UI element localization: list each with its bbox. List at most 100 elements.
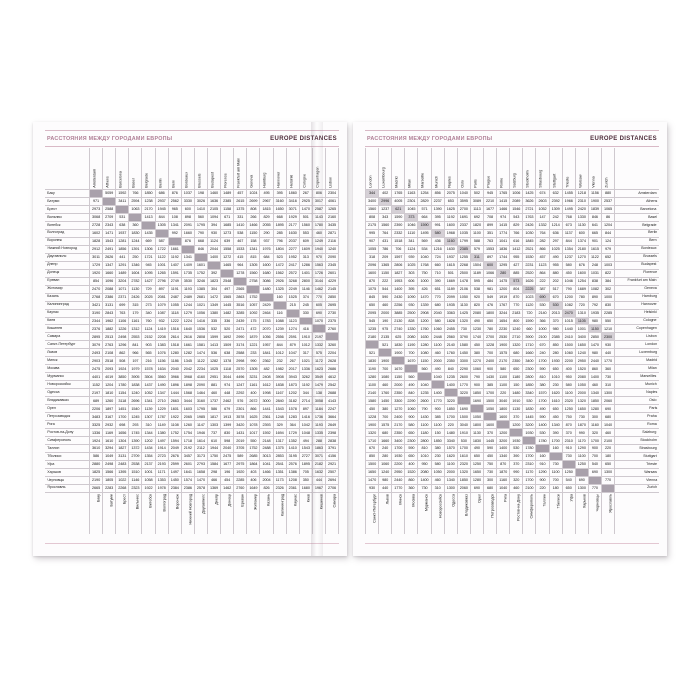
- distance-cell: 2300: [600, 333, 616, 341]
- distance-cell: 1400: [496, 445, 509, 452]
- distance-cell: 160: [548, 445, 562, 452]
- distance-cell: 2065: [180, 413, 194, 421]
- distance-cell: 1070: [311, 317, 325, 325]
- distance-cell: 2049: [167, 445, 181, 452]
- distance-cell: 1080: [378, 373, 391, 381]
- distance-cell: 1445: [220, 301, 233, 309]
- distance-cell: 3516: [233, 301, 246, 309]
- distance-cell: 1929: [285, 213, 299, 221]
- column-header-10: Rome: [496, 148, 509, 189]
- distance-cell: 2000: [430, 357, 444, 365]
- row-label: London: [644, 342, 657, 346]
- distance-cell: 1922: [141, 484, 154, 492]
- distance-cell: 1700: [115, 413, 128, 421]
- distance-cell: 2197: [89, 389, 102, 397]
- distance-cell: 2175: [365, 221, 378, 229]
- column-header-label: Lisbon: [328, 177, 333, 188]
- distance-cell: 2145: [324, 285, 340, 293]
- column-header-10: Florence: [220, 148, 233, 189]
- distance-cell: 1400: [587, 373, 601, 381]
- row-cells: 545 190 2130 828 1200 580 1828 1320 490 650 1654 80…: [365, 317, 616, 325]
- distance-cell: 2004: [259, 476, 272, 484]
- distance-cell: 899: [482, 221, 496, 229]
- distance-cell: 2699: [246, 197, 259, 205]
- distance-cell: 700: [404, 349, 417, 357]
- distance-cell: 730: [561, 452, 575, 460]
- distance-cell: 1060: [404, 405, 417, 413]
- distance-cell: 625: [391, 333, 404, 341]
- table-row: 521 1830 1190 1280 1100 2140 1580 450 1228 1900 13…: [365, 341, 659, 350]
- distance-cell: 2840: [272, 397, 286, 405]
- distance-cell: 2572: [285, 269, 299, 277]
- distance-cell: 2488: [259, 445, 272, 452]
- table-row: 344 402 1765 1163 1254 856 2075 1040 502 945 1765 1…: [365, 189, 659, 198]
- distance-cell: 573: [509, 277, 523, 285]
- distance-cell: 1957: [259, 341, 272, 349]
- distance-cell: 1150: [391, 373, 404, 381]
- footer-label-text: Одесса: [451, 494, 456, 507]
- distance-cell: 2649: [324, 421, 340, 429]
- distance-cell: 1722: [154, 245, 168, 253]
- distance-cell: 1190: [404, 341, 417, 349]
- distance-cell: 3160: [193, 397, 207, 405]
- distance-cell: 532: [206, 325, 220, 333]
- distance-cell: 1609: [298, 245, 312, 253]
- row-cells: 1825 1566 1395 1510 1001 1171 1497 1641 1658 298 1…: [89, 468, 340, 476]
- distance-cell: 2040: [430, 309, 444, 317]
- distance-cell: 1610: [456, 452, 470, 460]
- distance-cell: 150: [509, 381, 522, 389]
- distance-cell: 1052: [535, 205, 548, 213]
- distance-cell: 266: [246, 213, 259, 221]
- row-cells: 850 280 1930 650 1010 230 1620 1610 650 450 1340 39…: [365, 452, 616, 460]
- distance-cell: 1025: [404, 261, 417, 269]
- distance-cell: 2371: [115, 293, 128, 301]
- column-header-5: Munich: [430, 148, 444, 189]
- distance-cell: 538: [233, 229, 246, 237]
- distance-cell: 830: [600, 301, 616, 309]
- distance-cell: 2686: [324, 365, 340, 373]
- distance-cell: 2089: [509, 197, 522, 205]
- distance-cell: 2247: [324, 405, 340, 413]
- distance-cell: 530: [548, 301, 562, 309]
- distance-cell: 1347: [102, 261, 115, 269]
- distance-cell: 4160: [193, 373, 207, 381]
- table-row: 930 440 1770 360 730 310 1300 2060 690 680 1040 460…: [365, 484, 659, 493]
- distance-cell: 1216: [430, 245, 444, 253]
- distance-cell: 1412: [509, 245, 522, 253]
- footer-label-text: Львов: [385, 494, 390, 505]
- distance-cell: 273: [141, 301, 154, 309]
- distance-cell: 1870: [574, 421, 588, 429]
- footer-label-18: Самара: [324, 493, 340, 534]
- distance-cell: 590: [535, 365, 548, 373]
- distance-cell: 380: [378, 405, 391, 413]
- distance-cell: 598: [220, 437, 233, 444]
- distance-cell: 329: [272, 421, 286, 429]
- row-cells: 2140 1760 2350 840 1235 1400 3220 1850 1700 220 14…: [365, 389, 616, 397]
- distance-cell: 1677: [220, 460, 233, 468]
- footer-label-text: Каунас: [293, 494, 298, 506]
- distance-cell: 1979: [128, 365, 141, 373]
- distance-cell: 1172: [311, 357, 325, 365]
- distance-cell: 302: [600, 285, 616, 293]
- distance-cell: 841: [128, 341, 141, 349]
- distance-cell: 1470: [587, 341, 601, 349]
- distance-cell: 1066: [482, 269, 496, 277]
- distance-cell: 932: [154, 317, 168, 325]
- table-row: 1710 1660 3400 2300 2800 1850 3340 530 1830 1445 3…: [365, 437, 659, 445]
- row-cells: 344 402 1765 1163 1254 856 2075 1040 502 945 1765 1…: [365, 190, 616, 197]
- row-label: Новороссийск: [47, 381, 71, 386]
- distance-cell: 2696: [128, 397, 141, 405]
- distance-cell: 290: [259, 229, 272, 237]
- distance-cell: 632: [548, 190, 562, 197]
- distance-cell: 2017: [285, 365, 299, 373]
- distance-cell: 2300: [522, 365, 535, 373]
- distance-cell: 3071: [311, 452, 325, 460]
- distance-cell: 2998: [233, 357, 246, 365]
- distance-cell: 1767: [496, 301, 509, 309]
- distance-cell: 2337: [456, 221, 470, 229]
- footer-label-15: Уфа: [561, 493, 575, 534]
- distance-cell: 2483: [115, 460, 128, 468]
- distance-cell: 650: [482, 317, 496, 325]
- distance-cell: 400: [246, 389, 259, 397]
- distance-cell: 395: [272, 190, 286, 197]
